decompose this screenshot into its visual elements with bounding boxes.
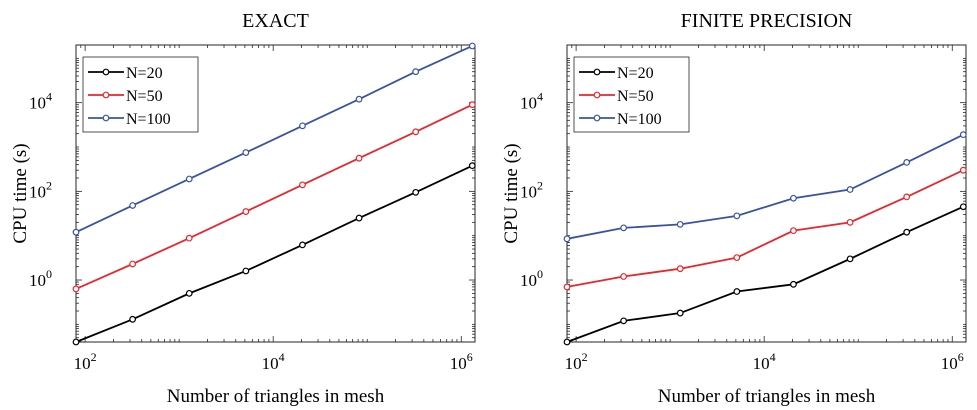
- data-point: [563, 235, 571, 243]
- data-point: [620, 317, 628, 325]
- data-point: [846, 218, 854, 226]
- data-point: [563, 338, 571, 346]
- data-point: [903, 193, 911, 201]
- series-N=50: [563, 166, 967, 291]
- legend-label: N=100: [617, 111, 662, 128]
- data-point: [129, 315, 137, 323]
- data-point: [846, 255, 854, 263]
- data-point: [72, 338, 80, 346]
- legend-label: N=20: [617, 65, 654, 82]
- series-line: [75, 103, 473, 290]
- data-point: [468, 162, 476, 170]
- legend: N=20 N=50 N=100: [573, 56, 690, 133]
- data-point: [676, 309, 684, 317]
- data-point: [846, 186, 854, 193]
- y-tick-label: 100: [29, 267, 52, 290]
- y-axis-label: CPU time (s): [10, 143, 31, 243]
- legend-label: N=20: [126, 65, 163, 82]
- x-tick-label: 106: [450, 350, 473, 373]
- data-point: [242, 149, 250, 156]
- x-tick-label: 104: [753, 350, 776, 373]
- data-point: [959, 166, 967, 174]
- data-point: [72, 228, 80, 236]
- data-point: [959, 131, 967, 139]
- y-axis-label: CPU time (s): [501, 143, 522, 243]
- series-line: [566, 133, 964, 240]
- x-tick-label: 102: [565, 350, 588, 373]
- series-N=100: [72, 42, 476, 236]
- data-point: [299, 241, 306, 249]
- y-tick-label: 100: [520, 267, 543, 290]
- x-tick-label: 102: [74, 350, 97, 373]
- y-tick-label: 104: [520, 90, 543, 113]
- data-point: [790, 280, 797, 288]
- legend-marker: [102, 68, 110, 76]
- y-tick-label: 102: [29, 178, 52, 201]
- chart-panel-1: 102 104 106 100 102 104 EXACT Number of triangl…: [10, 10, 476, 407]
- series-N=20: [72, 162, 476, 346]
- x-tick-label: 106: [941, 350, 964, 373]
- legend: N=20 N=50 N=100: [82, 56, 199, 133]
- x-axis-label: Number of triangles in mesh: [658, 386, 876, 407]
- data-point: [129, 202, 137, 209]
- data-point: [620, 224, 628, 232]
- series-line: [75, 45, 473, 233]
- data-point: [185, 289, 193, 297]
- series-line: [75, 164, 473, 343]
- y-tick-label: 102: [520, 178, 543, 201]
- x-tick-label: 104: [262, 350, 285, 373]
- data-point: [620, 273, 628, 280]
- axis-ticks: [75, 44, 475, 343]
- legend-marker: [593, 68, 601, 76]
- data-point: [72, 285, 80, 293]
- chart-panel-2: 102 104 106 100 102 104 FINITE PRECISION Number…: [501, 10, 967, 407]
- data-point: [412, 68, 420, 76]
- data-point: [468, 101, 476, 109]
- legend-marker: [102, 114, 110, 122]
- data-point: [412, 188, 420, 196]
- data-point: [676, 265, 684, 273]
- series-line: [566, 169, 964, 288]
- data-point: [412, 128, 420, 136]
- chart-title: EXACT: [242, 10, 309, 32]
- data-point: [185, 234, 193, 242]
- data-point: [355, 95, 363, 103]
- data-point: [299, 122, 306, 130]
- data-point: [242, 208, 250, 215]
- data-point: [733, 212, 741, 220]
- data-point: [790, 227, 797, 235]
- data-point: [185, 175, 193, 183]
- legend-marker: [593, 91, 601, 99]
- data-point: [733, 288, 741, 295]
- data-point: [563, 283, 571, 291]
- x-axis-label: Number of triangles in mesh: [167, 386, 385, 407]
- legend-marker: [102, 91, 110, 99]
- legend-label: N=50: [617, 88, 654, 105]
- data-point: [903, 158, 911, 166]
- data-point: [903, 228, 911, 236]
- data-point: [468, 42, 476, 50]
- series-line: [566, 205, 964, 343]
- series-N=50: [72, 101, 476, 293]
- data-point: [242, 267, 250, 275]
- chart-title: FINITE PRECISION: [681, 10, 853, 32]
- legend-label: N=100: [126, 111, 171, 128]
- y-tick-label: 104: [29, 90, 52, 113]
- data-point: [129, 260, 137, 268]
- legend-marker: [593, 114, 601, 122]
- data-point: [959, 203, 967, 211]
- data-point: [355, 154, 363, 162]
- data-point: [355, 214, 363, 222]
- series-N=20: [563, 203, 967, 346]
- data-point: [733, 254, 741, 262]
- data-point: [790, 194, 797, 202]
- data-point: [299, 181, 306, 189]
- legend-label: N=50: [126, 88, 163, 105]
- data-point: [676, 220, 684, 228]
- series-N=100: [563, 131, 967, 243]
